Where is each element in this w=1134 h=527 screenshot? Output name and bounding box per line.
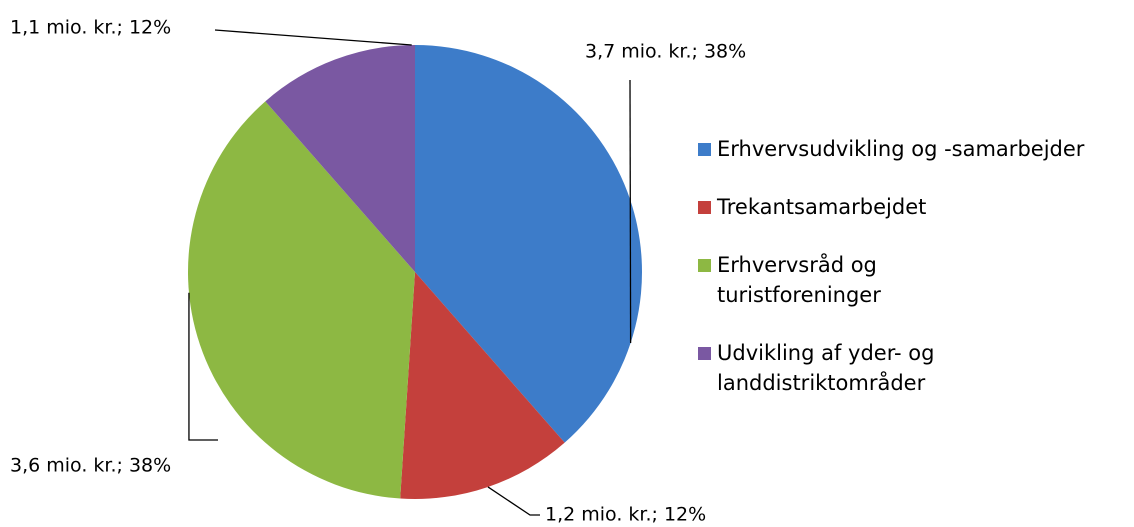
- data-label: 1,2 mio. kr.; 12%: [545, 504, 706, 526]
- legend-swatch: [698, 201, 711, 214]
- legend-swatch: [698, 143, 711, 156]
- data-label: 3,6 mio. kr.; 38%: [10, 455, 171, 477]
- legend-item: Erhvervsudvikling og -samarbejder: [698, 134, 1128, 164]
- pie-slice: [400, 272, 565, 500]
- legend-item: Trekantsamarbejdet: [698, 192, 1128, 222]
- legend-label: Erhvervsråd og turistforeninger: [717, 253, 881, 307]
- pie-slice: [415, 45, 642, 443]
- leader-line: [214, 29, 412, 46]
- legend-item: Udvikling af yder- og landdistriktområde…: [698, 338, 1128, 398]
- legend-label: Erhvervsudvikling og -samarbejder: [717, 137, 1085, 161]
- data-label: 3,7 mio. kr.; 38%: [585, 41, 746, 63]
- legend-label: Trekantsamarbejdet: [717, 195, 927, 219]
- legend: Erhvervsudvikling og -samarbejder Trekant…: [698, 134, 1128, 426]
- legend-label: Udvikling af yder- og landdistriktområde…: [717, 341, 935, 395]
- leader-line: [629, 79, 632, 343]
- pie-slice: [188, 101, 415, 499]
- pie-slice: [265, 45, 415, 272]
- data-label: 1,1 mio. kr.; 12%: [10, 17, 171, 39]
- leader-line: [487, 486, 540, 516]
- legend-item: Erhvervsråd og turistforeninger: [698, 250, 1128, 310]
- legend-swatch: [698, 347, 711, 360]
- leader-line: [188, 292, 218, 441]
- legend-swatch: [698, 259, 711, 272]
